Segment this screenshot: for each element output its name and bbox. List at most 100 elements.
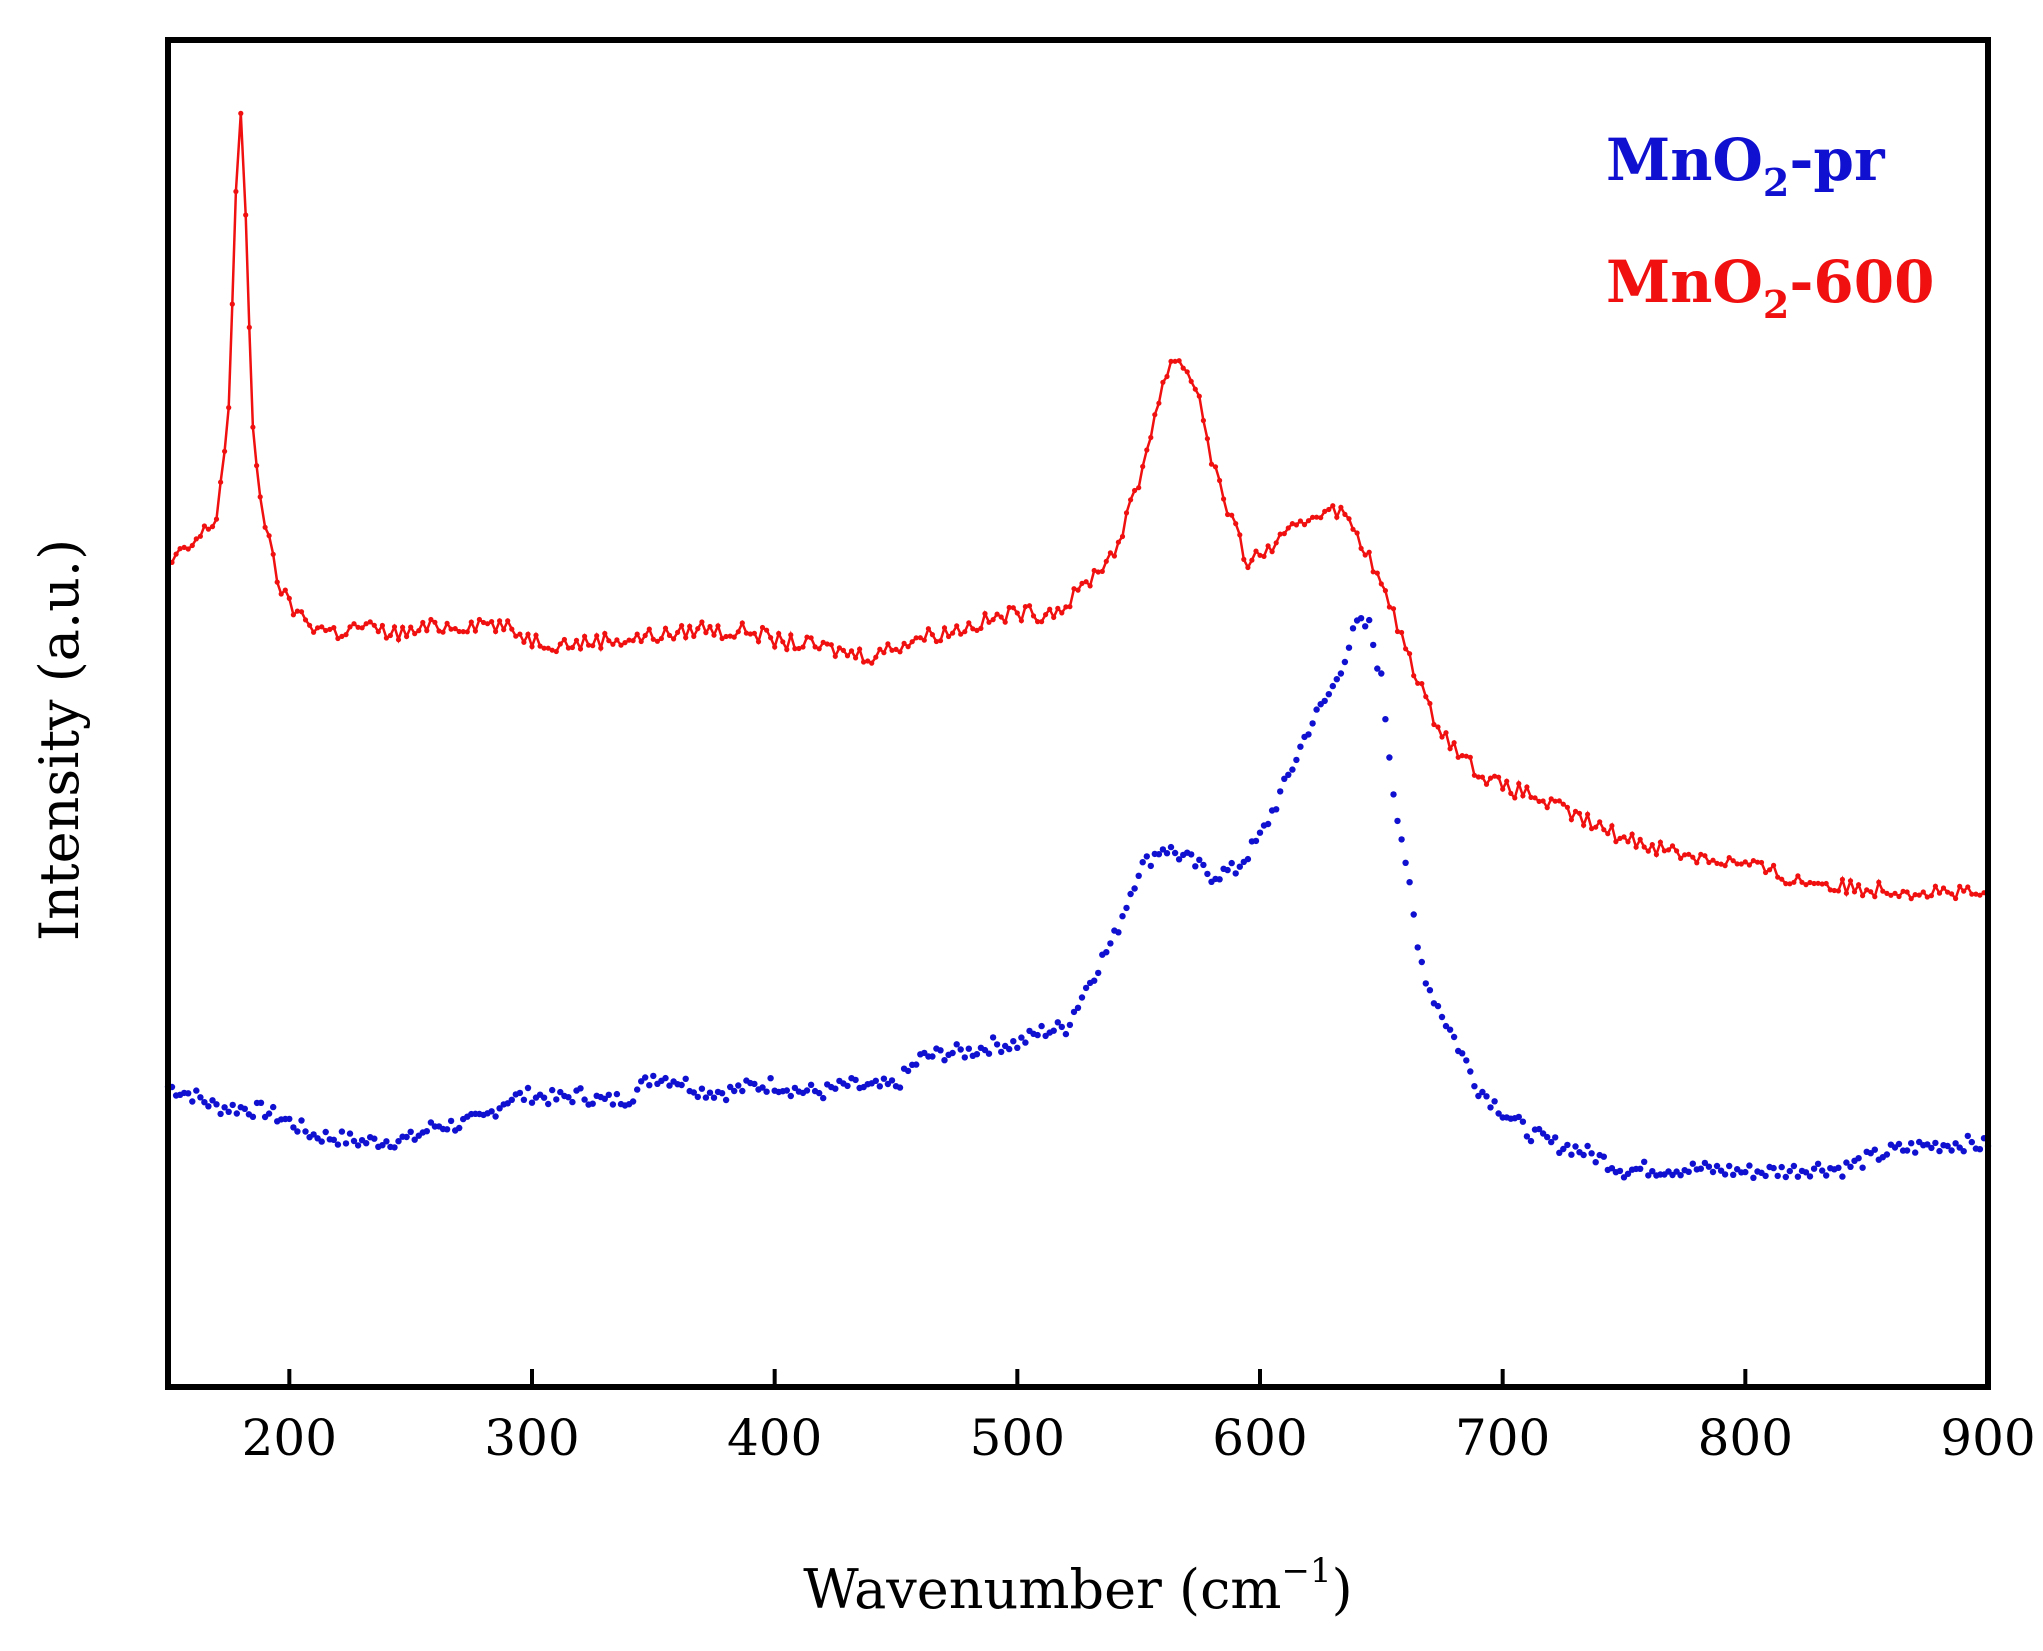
- data-point: [1819, 1167, 1826, 1174]
- data-point: [755, 639, 762, 645]
- data-point: [666, 632, 673, 639]
- data-point: [1504, 778, 1510, 784]
- data-point: [1527, 1137, 1535, 1145]
- data-point: [1682, 852, 1688, 858]
- data-point: [1536, 798, 1542, 805]
- data-point: [816, 1089, 823, 1097]
- data-point: [1783, 881, 1789, 887]
- data-point: [739, 620, 745, 626]
- data-point: [629, 1098, 637, 1105]
- data-point: [1657, 839, 1663, 845]
- data-point: [1273, 806, 1280, 813]
- data-point: [213, 516, 220, 522]
- data-point: [1698, 851, 1704, 857]
- data-point: [335, 635, 341, 642]
- data-point: [1483, 781, 1490, 787]
- data-point: [1152, 412, 1158, 418]
- data-point: [447, 1117, 455, 1125]
- data-point: [840, 647, 847, 654]
- data-point: [970, 626, 976, 632]
- data-point: [609, 1101, 617, 1108]
- data-point: [529, 644, 535, 650]
- data-point: [1212, 464, 1219, 470]
- data-point: [1969, 891, 1975, 897]
- data-point: [1123, 510, 1130, 516]
- data-point: [1831, 887, 1837, 894]
- data-point: [1625, 839, 1631, 845]
- data-point: [1346, 516, 1352, 522]
- data-point: [1257, 552, 1263, 558]
- data-point: [642, 1074, 649, 1081]
- data-point: [630, 638, 636, 644]
- data-point: [1560, 801, 1566, 807]
- data-point: [1479, 1088, 1486, 1096]
- data-point: [517, 631, 523, 637]
- data-point: [937, 1047, 944, 1054]
- data-point: [884, 1080, 892, 1088]
- data-point: [703, 630, 709, 636]
- data-point: [1605, 831, 1611, 837]
- data-point: [270, 1103, 277, 1111]
- data-point: [1855, 1155, 1862, 1162]
- data-point: [1936, 890, 1943, 896]
- data-point: [783, 1087, 790, 1094]
- data-point: [1916, 892, 1922, 898]
- data-point: [1871, 1146, 1879, 1153]
- data-point: [1281, 531, 1287, 537]
- data-point: [322, 1128, 329, 1136]
- data-point: [221, 1104, 228, 1111]
- data-point: [1082, 984, 1090, 992]
- data-point: [731, 1087, 738, 1095]
- data-point: [1597, 819, 1603, 825]
- data-point: [1014, 1044, 1021, 1052]
- data-point: [424, 628, 430, 634]
- data-point: [998, 614, 1004, 620]
- data-point: [1928, 1144, 1935, 1152]
- data-point: [917, 635, 923, 641]
- data-point: [986, 619, 992, 625]
- data-point: [1754, 859, 1761, 865]
- data-point: [605, 1091, 612, 1099]
- data-point: [561, 636, 568, 643]
- data-point: [565, 1094, 572, 1101]
- data-point: [1512, 795, 1518, 801]
- data-point: [1374, 570, 1380, 576]
- data-point: [412, 631, 418, 637]
- data-point: [1843, 890, 1849, 896]
- data-point: [1155, 851, 1163, 858]
- data-point: [638, 1078, 645, 1085]
- data-point: [330, 1136, 337, 1144]
- data-point: [1649, 1168, 1656, 1175]
- data-point: [1965, 884, 1971, 890]
- data-point: [225, 1108, 232, 1116]
- data-point: [921, 1049, 928, 1057]
- data-point: [973, 1051, 981, 1058]
- data-point: [776, 630, 782, 637]
- data-point: [1147, 862, 1155, 870]
- data-point: [1713, 1162, 1721, 1170]
- x-axis-title-main: Wavenumber (cm: [803, 1558, 1281, 1621]
- data-point: [1043, 612, 1049, 618]
- data-point: [294, 1128, 301, 1135]
- data-point: [1920, 889, 1926, 895]
- data-point: [1059, 610, 1065, 616]
- data-point: [1314, 514, 1320, 520]
- data-point: [751, 630, 758, 636]
- data-point: [1245, 564, 1251, 571]
- data-point: [1734, 861, 1740, 867]
- data-point: [1775, 874, 1781, 880]
- data-point: [1767, 867, 1773, 873]
- data-point: [872, 1077, 879, 1085]
- data-point: [865, 658, 871, 664]
- data-point: [1726, 855, 1732, 861]
- data-point: [209, 524, 216, 530]
- data-point: [343, 632, 349, 638]
- data-point: [682, 1075, 689, 1083]
- data-point: [1123, 904, 1130, 912]
- data-point: [650, 1072, 657, 1080]
- data-point: [650, 636, 656, 642]
- data-point: [1540, 798, 1546, 804]
- data-point: [796, 645, 802, 652]
- data-point: [420, 619, 426, 626]
- data-point: [921, 637, 927, 643]
